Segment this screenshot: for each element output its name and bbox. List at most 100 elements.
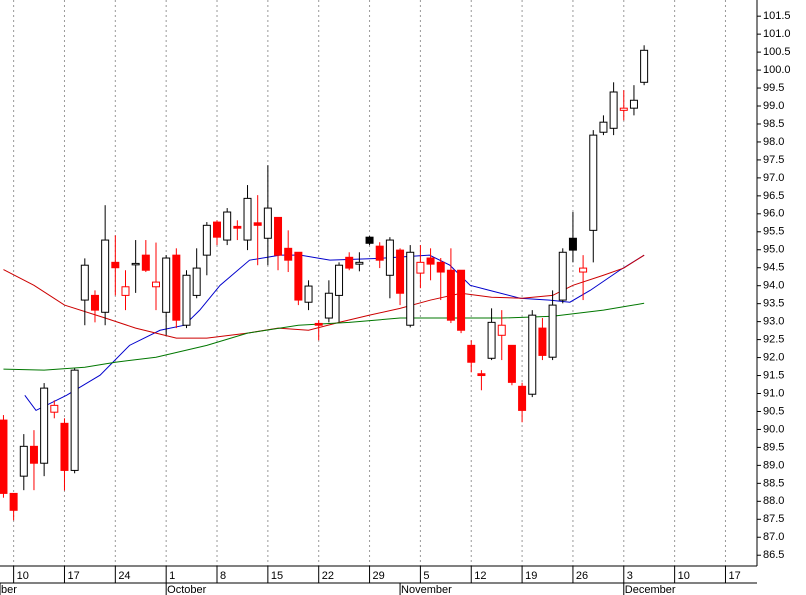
x-tick-label: 15 [271, 570, 283, 582]
y-tick-label: 91.5 [763, 369, 784, 381]
y-tick-label: 93.0 [763, 316, 784, 328]
x-tick-label: 1 [169, 570, 175, 582]
x-tick-label: 12 [474, 570, 486, 582]
candle-body [90, 294, 99, 311]
y-tick-label: 86.5 [763, 549, 784, 561]
y-tick-label: 97.0 [763, 172, 784, 184]
candle-body [202, 224, 211, 256]
y-tick-label: 90.5 [763, 405, 784, 417]
y-tick-label: 98.5 [763, 118, 784, 130]
y-tick-label: 100.5 [763, 46, 791, 58]
candle-body [518, 385, 527, 411]
candle-body [50, 404, 59, 413]
candle-body [487, 321, 496, 359]
candle-body [365, 236, 374, 244]
candle-body [60, 422, 69, 471]
y-tick-label: 97.5 [763, 154, 784, 166]
y-tick-label: 99.0 [763, 100, 784, 112]
x-tick-label: 8 [220, 570, 226, 582]
candle-body [9, 492, 18, 511]
candle-body [314, 322, 323, 326]
y-tick-label: 99.5 [763, 82, 784, 94]
candle-body [213, 221, 222, 238]
x-tick-label: 29 [373, 570, 385, 582]
x-tick-label: 26 [576, 570, 588, 582]
candle-body [345, 256, 354, 269]
y-tick-label: 88.0 [763, 495, 784, 507]
candle-body [579, 267, 588, 273]
candle-body [385, 239, 394, 276]
x-tick-label: 3 [627, 570, 633, 582]
month-label: ber [1, 584, 17, 595]
candle-body [0, 419, 8, 494]
candle-body [467, 344, 476, 363]
month-label: December [625, 584, 676, 595]
candle-body [294, 251, 303, 301]
candle-body [111, 261, 120, 269]
y-tick-label: 88.5 [763, 477, 784, 489]
x-tick-label: 24 [118, 570, 130, 582]
y-tick-label: 91.0 [763, 387, 784, 399]
x-tick-label: 10 [678, 570, 690, 582]
candle-body [406, 251, 415, 326]
candle-body [335, 264, 344, 296]
candle-body [121, 286, 130, 296]
candle-body [324, 292, 333, 319]
candle-body [477, 373, 486, 377]
x-tick-label: 5 [423, 570, 429, 582]
candle-body [457, 269, 466, 331]
candle-body [192, 267, 201, 296]
candle-body [243, 197, 252, 241]
y-tick-label: 100.0 [763, 64, 791, 76]
x-tick-label: 17 [67, 570, 79, 582]
candle-body [355, 261, 364, 265]
candle-body [223, 211, 232, 241]
candle-body [599, 121, 608, 133]
candle-body [274, 216, 283, 256]
y-tick-label: 101.5 [763, 10, 791, 22]
x-tick-label: 10 [17, 570, 29, 582]
candle-body [436, 261, 445, 273]
candle-body [101, 239, 110, 313]
y-tick-label: 98.0 [763, 136, 784, 148]
candle-body [284, 247, 293, 261]
y-tick-label: 89.0 [763, 459, 784, 471]
candle-body [568, 237, 577, 251]
month-label: November [401, 584, 452, 595]
y-tick-label: 87.5 [763, 513, 784, 525]
candle-body [619, 107, 628, 111]
candle-body [507, 344, 516, 383]
candle-body [640, 49, 649, 83]
y-tick-label: 95.5 [763, 226, 784, 238]
x-tick-label: 19 [525, 570, 537, 582]
y-tick-label: 87.0 [763, 531, 784, 543]
candle-body [548, 304, 557, 358]
candle-body [446, 269, 455, 321]
candle-body [162, 257, 171, 313]
y-tick-label: 92.0 [763, 351, 784, 363]
candle-body [233, 225, 242, 229]
candle-body [396, 249, 405, 294]
candle-body [80, 264, 89, 301]
y-tick-label: 95.0 [763, 244, 784, 256]
candle-body [141, 254, 150, 271]
y-tick-label: 89.5 [763, 441, 784, 453]
candle-body [538, 327, 547, 356]
candle-body [304, 285, 313, 303]
candle-body [29, 445, 38, 464]
y-tick-label: 96.5 [763, 190, 784, 202]
candle-body [609, 91, 618, 129]
x-tick-label: 22 [322, 570, 334, 582]
candle-body [182, 274, 191, 326]
y-tick-label: 90.0 [763, 423, 784, 435]
candle-body [172, 254, 181, 321]
y-tick-label: 96.0 [763, 208, 784, 220]
candle-body [426, 257, 435, 265]
candle-body [558, 251, 567, 301]
x-tick-label: 17 [728, 570, 740, 582]
candle-body [151, 281, 160, 288]
y-tick-label: 92.5 [763, 334, 784, 346]
candle-body [70, 369, 79, 471]
